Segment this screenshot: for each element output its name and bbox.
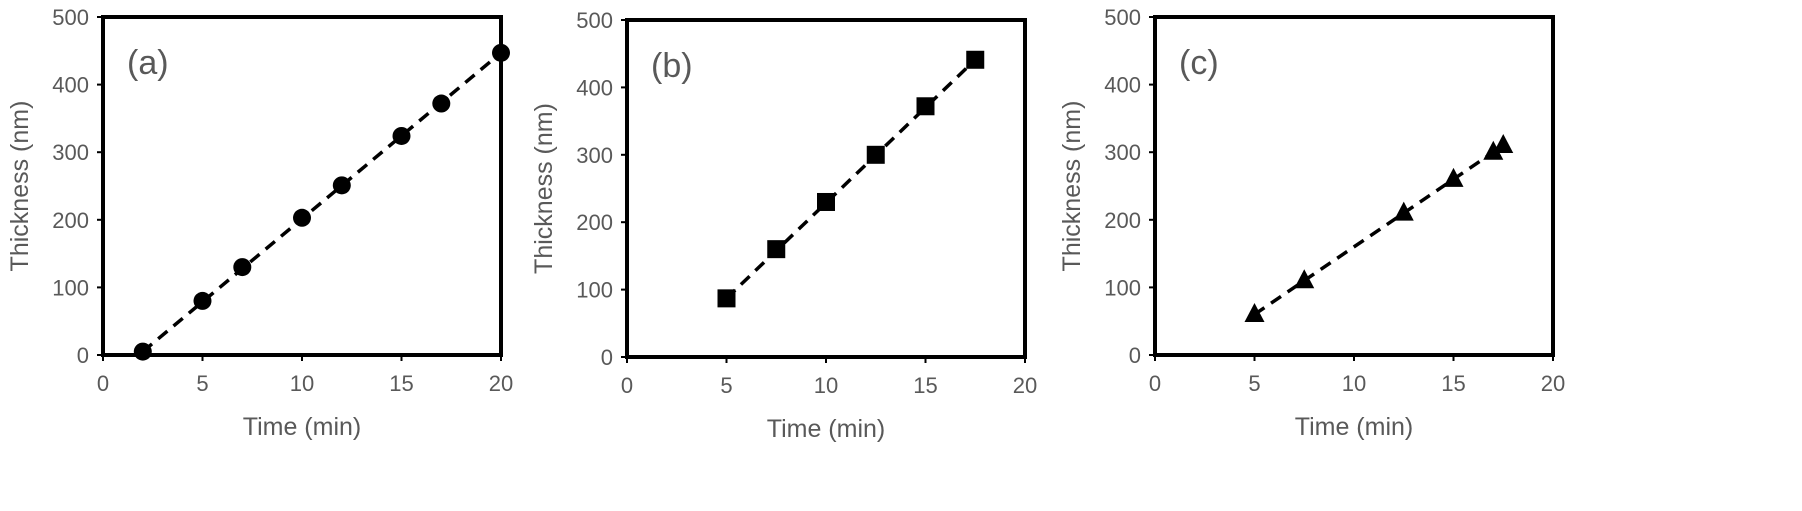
y-tick-label: 0 [1129,343,1141,368]
x-axis-title: Time (min) [243,413,362,441]
x-tick-label: 10 [814,373,838,398]
y-axis-title: Thickness (nm) [6,101,34,272]
data-point [966,50,985,69]
panel-label: (c) [1179,44,1219,82]
y-tick-label: 100 [52,275,89,300]
data-point [293,208,311,227]
data-point [492,43,510,62]
y-tick-label: 500 [576,8,613,33]
y-tick-label: 300 [576,143,613,168]
x-tick-label: 15 [1441,371,1465,396]
data-point [332,176,351,195]
data-point [1294,269,1315,289]
x-tick-label: 10 [1342,371,1366,396]
x-axis-title: Time (min) [767,415,886,443]
x-tick-label: 15 [389,371,413,396]
x-tick-label: 20 [489,371,513,396]
data-point [133,342,152,361]
y-tick-label: 100 [576,278,613,303]
data-point [1493,134,1514,154]
data-point [1393,201,1414,221]
x-tick-label: 0 [97,371,109,396]
data-point [916,97,935,116]
x-tick-label: 5 [1248,371,1260,396]
x-tick-label: 5 [720,373,732,398]
trend-line [1253,143,1505,316]
x-tick-label: 20 [1541,371,1565,396]
y-axis-title: Thickness (nm) [530,103,558,274]
trend-line [725,58,977,300]
y-axis-title: Thickness (nm) [1058,101,1086,272]
panel-label: (b) [651,47,693,85]
data-point [717,289,736,308]
data-point [866,145,885,164]
y-tick-label: 200 [52,208,89,233]
y-tick-label: 100 [1104,275,1141,300]
data-point [432,94,451,113]
x-axis-title: Time (min) [1295,413,1414,441]
data-point [817,192,835,211]
x-tick-label: 0 [1149,371,1161,396]
x-tick-label: 5 [196,371,208,396]
y-tick-label: 500 [1104,5,1141,30]
data-point [233,258,252,277]
data-point [392,126,411,145]
panel-label: (a) [127,44,169,82]
y-tick-label: 200 [576,210,613,235]
y-tick-label: 200 [1104,208,1141,233]
y-tick-label: 400 [1104,73,1141,98]
data-point [1443,167,1464,187]
data-point [193,291,212,310]
y-tick-label: 0 [601,345,613,370]
y-tick-label: 500 [52,5,89,30]
y-tick-label: 400 [576,75,613,100]
x-tick-label: 10 [290,371,314,396]
y-tick-label: 400 [52,73,89,98]
data-point [767,240,786,259]
y-tick-label: 300 [52,140,89,165]
data-point [1483,140,1504,160]
x-tick-label: 0 [621,373,633,398]
x-tick-label: 20 [1013,373,1037,398]
y-tick-label: 300 [1104,140,1141,165]
data-point [1244,303,1265,323]
y-tick-label: 0 [77,343,89,368]
x-tick-label: 15 [913,373,937,398]
